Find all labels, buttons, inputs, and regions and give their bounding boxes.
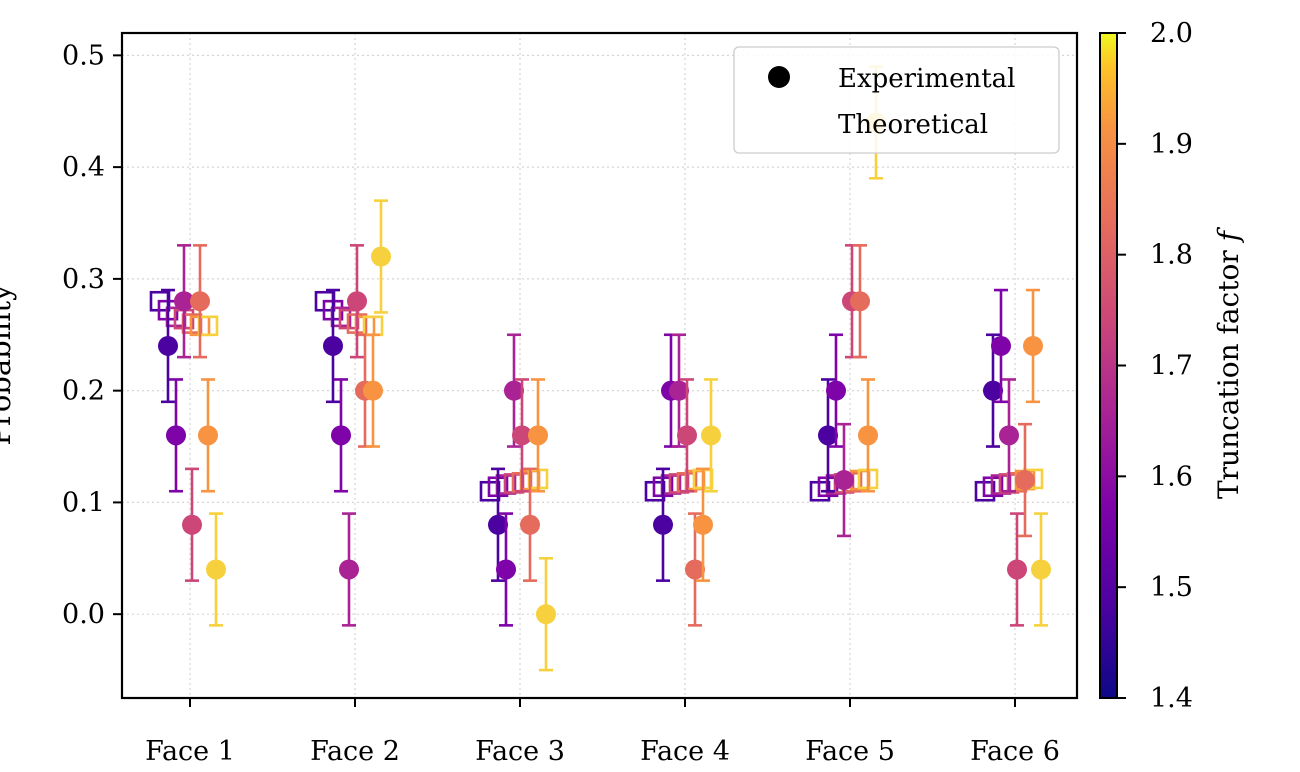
experimental-point [504, 380, 524, 401]
experimental-point [339, 559, 359, 580]
y-axis-label: Probability [0, 284, 17, 446]
legend-theoretical-label: Theoretical [838, 110, 988, 140]
experimental-point [206, 559, 226, 580]
experimental-point [701, 425, 721, 446]
experimental-point [158, 335, 178, 356]
experimental-point [331, 425, 351, 446]
experimental-point [850, 291, 870, 312]
legend: Experimental Theoretical [733, 46, 1060, 154]
y-tick-label: 0.3 [62, 264, 105, 295]
legend-box [733, 46, 1060, 154]
x-tick-label: Face 5 [805, 736, 895, 767]
experimental-point [1023, 335, 1043, 356]
legend-experimental-marker [768, 66, 790, 88]
experimental-point [669, 380, 689, 401]
y-tick-label: 0.4 [62, 152, 105, 183]
y-axis: 0.0 0.1 0.2 0.3 0.4 0.5 [62, 40, 122, 630]
experimental-point [685, 559, 705, 580]
experimental-point [512, 425, 532, 446]
colorbar-tick-label: 1.5 [1150, 572, 1193, 603]
x-axis: Face 1 Face 2 Face 3 Face 4 Face 5 Face 6 [145, 698, 1060, 767]
x-tick-label: Face 4 [640, 736, 730, 767]
experimental-point [1031, 559, 1051, 580]
experimental-point [174, 291, 194, 312]
experimental-markers [158, 65, 1051, 672]
theoretical-markers [149, 290, 1044, 502]
experimental-point [653, 514, 673, 535]
experimental-point [818, 425, 838, 446]
experimental-point [693, 514, 713, 535]
experimental-point [347, 291, 367, 312]
experimental-point [323, 335, 343, 356]
experimental-point [363, 380, 383, 401]
x-tick-label: Face 6 [970, 736, 1060, 767]
colorbar-tick-label: 1.9 [1150, 129, 1193, 160]
colorbar-ticks: 1.4 1.5 1.6 1.7 1.8 1.9 2.0 [1117, 18, 1193, 714]
experimental-point [496, 559, 516, 580]
experimental-point [198, 425, 218, 446]
y-tick-label: 0.0 [62, 599, 105, 630]
experimental-point [371, 246, 391, 267]
y-tick-label: 0.1 [62, 487, 105, 518]
experimental-point [983, 380, 1003, 401]
y-tick-label: 0.2 [62, 376, 105, 407]
experimental-point [999, 425, 1019, 446]
experimental-point [677, 425, 697, 446]
experimental-point [834, 470, 854, 491]
experimental-point [182, 514, 202, 535]
colorbar-tick-label: 1.6 [1150, 461, 1193, 492]
experimental-point [488, 514, 508, 535]
x-tick-label: Face 1 [145, 736, 235, 767]
colorbar-gradient [1099, 32, 1118, 699]
colorbar-tick-label: 1.4 [1150, 683, 1193, 714]
colorbar-tick-label: 1.8 [1150, 240, 1193, 271]
experimental-point [166, 425, 186, 446]
experimental-point [190, 291, 210, 312]
experimental-point [1015, 470, 1035, 491]
experimental-point [1007, 559, 1027, 580]
experimental-point [528, 425, 548, 446]
colorbar-tick-label: 1.7 [1150, 351, 1193, 382]
legend-experimental-label: Experimental [838, 64, 1015, 94]
experimental-point [858, 425, 878, 446]
experimental-point [520, 514, 540, 535]
plot-frame [120, 31, 1079, 700]
experimental-point [991, 335, 1011, 356]
experimental-point [826, 380, 846, 401]
y-tick-label: 0.5 [62, 40, 105, 71]
experimental-point [536, 604, 556, 625]
x-tick-label: Face 2 [310, 736, 400, 767]
colorbar-tick-label: 2.0 [1150, 18, 1193, 49]
x-tick-label: Face 3 [475, 736, 565, 767]
colorbar-label: Truncation factor 𝑓 [1212, 226, 1245, 499]
colorbar: 1.4 1.5 1.6 1.7 1.8 1.9 2.0 Truncation factor … [1099, 18, 1245, 714]
